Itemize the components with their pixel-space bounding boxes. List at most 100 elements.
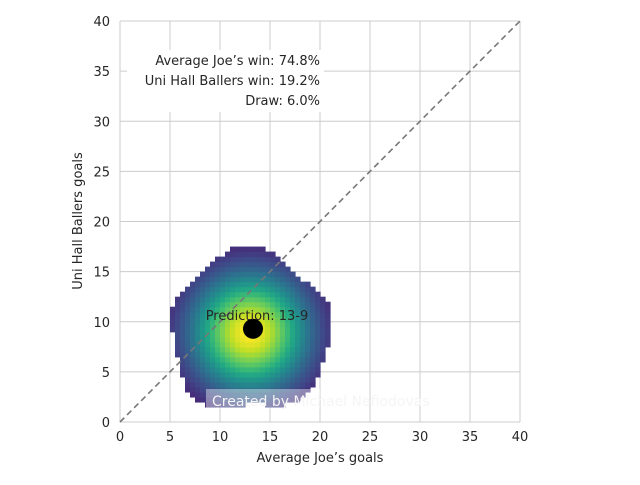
density-cell bbox=[200, 286, 206, 293]
density-cell bbox=[230, 246, 236, 253]
density-cell bbox=[280, 356, 286, 363]
density-cell bbox=[240, 291, 246, 298]
density-cell bbox=[175, 341, 181, 348]
density-cell bbox=[305, 326, 311, 333]
density-cell bbox=[235, 271, 241, 278]
density-cell bbox=[280, 321, 286, 328]
density-cell bbox=[190, 326, 196, 333]
density-cell bbox=[190, 351, 196, 358]
y-tick-label: 0 bbox=[102, 416, 110, 431]
density-cell bbox=[255, 396, 261, 403]
density-cell bbox=[195, 336, 201, 343]
density-cell bbox=[240, 311, 246, 318]
density-cell bbox=[315, 331, 321, 338]
density-cell bbox=[275, 336, 281, 343]
density-cell bbox=[230, 321, 236, 328]
density-cell bbox=[190, 306, 196, 313]
density-cell bbox=[295, 376, 301, 383]
density-cell bbox=[215, 331, 221, 338]
density-cell bbox=[305, 351, 311, 358]
density-cell bbox=[225, 326, 231, 333]
density-cell bbox=[280, 291, 286, 298]
density-cell bbox=[255, 296, 261, 303]
density-cell bbox=[305, 386, 311, 393]
density-cell bbox=[255, 381, 261, 388]
density-cell bbox=[250, 366, 256, 373]
density-cell bbox=[215, 341, 221, 348]
density-cell bbox=[230, 286, 236, 293]
density-heatmap bbox=[170, 246, 331, 408]
density-cell bbox=[285, 376, 291, 383]
density-cell bbox=[245, 391, 251, 398]
density-cell bbox=[180, 361, 186, 368]
density-cell bbox=[240, 256, 246, 263]
density-cell bbox=[250, 246, 256, 253]
density-cell bbox=[315, 346, 321, 353]
density-cell bbox=[215, 311, 221, 318]
density-cell bbox=[215, 271, 221, 278]
density-cell bbox=[200, 271, 206, 278]
density-cell bbox=[265, 381, 271, 388]
density-cell bbox=[260, 321, 266, 328]
density-cell bbox=[310, 341, 316, 348]
density-cell bbox=[200, 346, 206, 353]
density-cell bbox=[215, 296, 221, 303]
density-cell bbox=[265, 296, 271, 303]
density-cell bbox=[230, 266, 236, 273]
prediction-label: Prediction: 13-9 bbox=[206, 309, 309, 324]
density-cell bbox=[310, 331, 316, 338]
density-cell bbox=[280, 271, 286, 278]
density-cell bbox=[320, 311, 326, 318]
density-cell bbox=[255, 246, 261, 253]
density-cell bbox=[220, 256, 226, 263]
density-cell bbox=[190, 331, 196, 338]
density-cell bbox=[260, 301, 266, 308]
density-cell bbox=[195, 311, 201, 318]
density-cell bbox=[230, 331, 236, 338]
density-cell bbox=[270, 351, 276, 358]
density-cell bbox=[265, 356, 271, 363]
density-cell bbox=[190, 286, 196, 293]
density-cell bbox=[315, 336, 321, 343]
density-cell bbox=[240, 366, 246, 373]
density-cell bbox=[275, 381, 281, 388]
density-cell bbox=[225, 386, 231, 393]
density-cell bbox=[200, 361, 206, 368]
density-cell bbox=[325, 306, 331, 313]
density-cell bbox=[220, 306, 226, 313]
prediction-dot bbox=[243, 318, 263, 339]
density-cell bbox=[310, 381, 316, 388]
y-tick-label: 10 bbox=[93, 316, 110, 331]
density-cell bbox=[285, 336, 291, 343]
density-cell bbox=[220, 326, 226, 333]
density-cell bbox=[295, 316, 301, 323]
density-cell bbox=[305, 281, 311, 288]
density-cell bbox=[250, 261, 256, 268]
density-cell bbox=[285, 361, 291, 368]
density-cell bbox=[225, 251, 231, 258]
density-cell bbox=[175, 316, 181, 323]
density-cell bbox=[275, 376, 281, 383]
density-cell bbox=[310, 311, 316, 318]
density-cell bbox=[195, 321, 201, 328]
density-cell bbox=[215, 361, 221, 368]
density-cell bbox=[220, 391, 226, 398]
density-cell bbox=[210, 376, 216, 383]
density-cell bbox=[300, 326, 306, 333]
density-cell bbox=[220, 296, 226, 303]
density-cell bbox=[240, 316, 246, 323]
density-cell bbox=[290, 331, 296, 338]
density-cell bbox=[275, 391, 281, 398]
density-cell bbox=[270, 291, 276, 298]
density-cell bbox=[205, 291, 211, 298]
density-cell bbox=[170, 316, 176, 323]
density-cell bbox=[315, 291, 321, 298]
density-cell bbox=[235, 296, 241, 303]
density-cell bbox=[270, 401, 276, 408]
density-cell bbox=[270, 276, 276, 283]
density-cell bbox=[215, 391, 221, 398]
density-cell bbox=[305, 316, 311, 323]
density-cell bbox=[265, 401, 271, 408]
density-cell bbox=[290, 286, 296, 293]
density-cell bbox=[240, 371, 246, 378]
